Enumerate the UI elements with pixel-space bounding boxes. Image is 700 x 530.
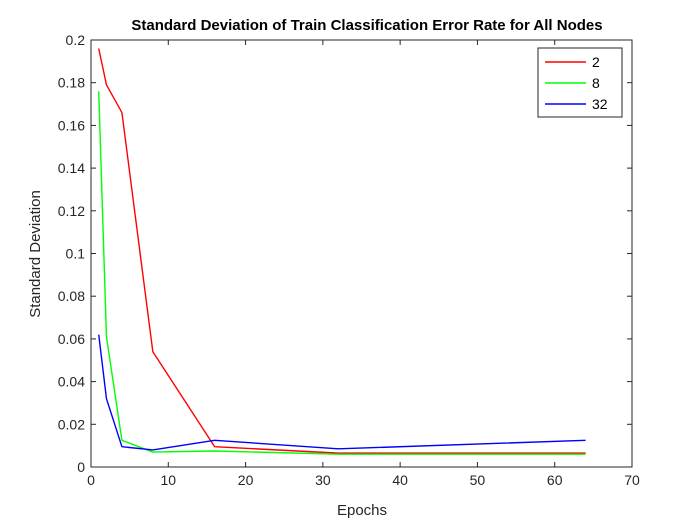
x-tick-label: 0 [87, 472, 95, 488]
y-tick-label: 0.14 [58, 160, 85, 176]
y-tick-label: 0.12 [58, 203, 85, 219]
x-tick-label: 30 [315, 472, 331, 488]
y-tick-label: 0 [77, 459, 85, 475]
x-tick-label: 10 [160, 472, 176, 488]
series-line-8 [98, 91, 586, 455]
chart-title: Standard Deviation of Train Classificati… [131, 17, 602, 34]
y-tick-label: 0.08 [58, 288, 85, 304]
legend-label-32: 32 [592, 96, 608, 112]
y-axis-label: Standard Deviation [27, 190, 44, 318]
x-tick-label: 70 [624, 472, 640, 488]
y-tick-label: 0.04 [58, 374, 85, 390]
y-tick-label: 0.1 [66, 246, 86, 262]
x-tick-label: 60 [547, 472, 563, 488]
x-tick-label: 50 [470, 472, 486, 488]
series-line-32 [98, 334, 586, 451]
y-tick-label: 0.02 [58, 416, 85, 432]
series-line-2 [98, 48, 586, 454]
x-axis-label: Epochs [337, 502, 387, 519]
legend: 2 8 32 [537, 47, 623, 118]
x-tick-label: 20 [238, 472, 254, 488]
y-tick-label: 0.18 [58, 75, 85, 91]
y-tick-label: 0.16 [58, 117, 85, 133]
x-tick-label: 40 [392, 472, 408, 488]
y-tick-label: 0.2 [66, 32, 86, 48]
y-tick-label: 0.06 [58, 331, 85, 347]
legend-label-8: 8 [592, 75, 600, 91]
legend-label-2: 2 [592, 54, 600, 70]
series-layer [98, 48, 586, 455]
